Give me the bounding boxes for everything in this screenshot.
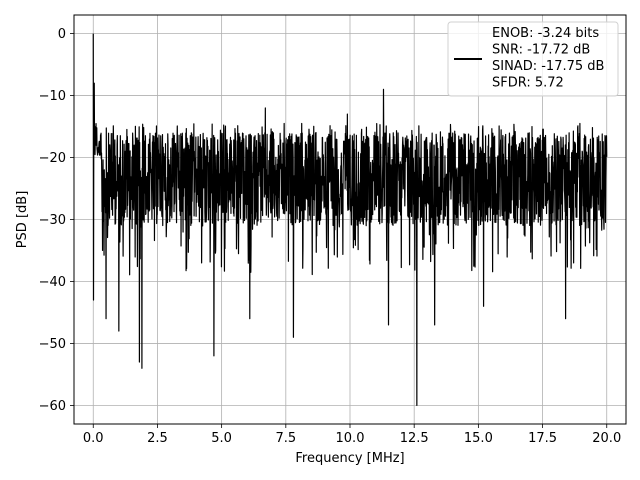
x-tick-label: 12.5 [400,431,429,446]
x-tick-label: 5.0 [211,431,232,446]
x-tick-label: 0.0 [83,431,104,446]
legend-box [447,21,619,97]
y-tick-label: −10 [39,89,66,104]
y-axis-ticks: 0 −10 −20 −30 −40 −50 −60 [39,27,74,414]
y-tick-label: 0 [58,27,66,42]
x-tick-label: 7.5 [275,431,296,446]
legend: ENOB: -3.24 bits SNR: -17.72 dB SINAD: -… [447,21,619,97]
y-tick-label: −50 [39,337,66,352]
x-tick-label: 20.0 [592,431,621,446]
y-axis-label: PSD [dB] [15,191,30,249]
legend-entry-line-2: SNR: -17.72 dB [492,43,590,58]
y-tick-label: −40 [39,275,66,290]
x-tick-label: 2.5 [147,431,168,446]
y-tick-label: −20 [39,151,66,166]
series-group [92,33,608,407]
x-tick-label: 17.5 [528,431,557,446]
x-tick-label: 15.0 [464,431,493,446]
x-axis-label: Frequency [MHz] [295,451,404,466]
x-axis-ticks: 0.0 2.5 5.0 7.5 10.0 12.5 15.0 17.5 20.0 [83,424,621,446]
legend-entry-line-4: SFDR: 5.72 [492,76,564,91]
legend-entry-line-1: ENOB: -3.24 bits [492,26,599,41]
y-tick-label: −60 [39,399,66,414]
x-tick-label: 10.0 [336,431,365,446]
legend-entry-line-3: SINAD: -17.75 dB [492,59,604,74]
y-tick-label: −30 [39,213,66,228]
psd-series-line [92,33,608,407]
